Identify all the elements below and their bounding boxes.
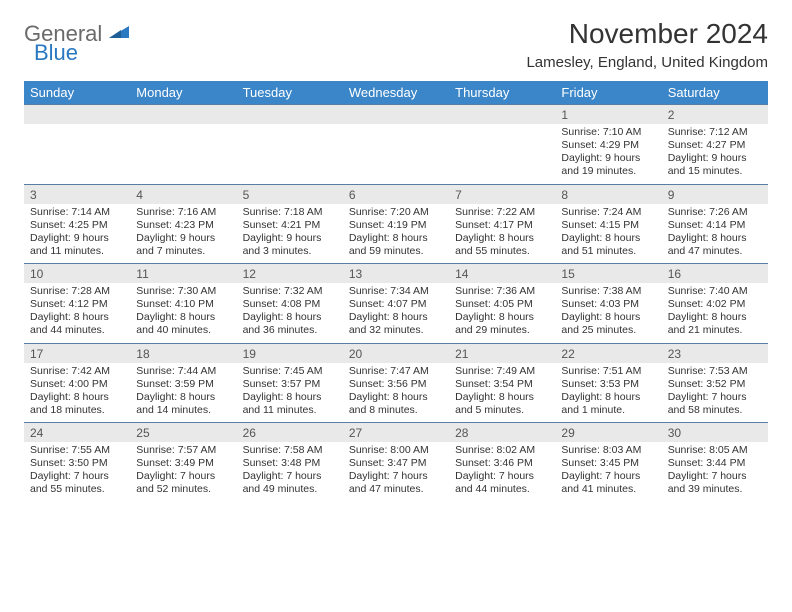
day-details-cell: Sunrise: 7:10 AMSunset: 4:29 PMDaylight:… xyxy=(555,124,661,184)
day-number-cell xyxy=(24,105,130,125)
day-details-cell: Sunrise: 7:32 AMSunset: 4:08 PMDaylight:… xyxy=(237,283,343,343)
day-details-cell xyxy=(343,124,449,184)
weekday-header: Thursday xyxy=(449,81,555,105)
day-details-cell: Sunrise: 8:05 AMSunset: 3:44 PMDaylight:… xyxy=(662,442,768,502)
day-number-row: 24252627282930 xyxy=(24,423,768,443)
day-details-cell: Sunrise: 8:02 AMSunset: 3:46 PMDaylight:… xyxy=(449,442,555,502)
day-details-row: Sunrise: 7:55 AMSunset: 3:50 PMDaylight:… xyxy=(24,442,768,502)
brand-logo: General Blue xyxy=(24,24,131,64)
day-number-cell: 4 xyxy=(130,184,236,204)
day-details-row: Sunrise: 7:28 AMSunset: 4:12 PMDaylight:… xyxy=(24,283,768,343)
weekday-header: Monday xyxy=(130,81,236,105)
day-details-cell: Sunrise: 7:20 AMSunset: 4:19 PMDaylight:… xyxy=(343,204,449,264)
day-number-cell: 19 xyxy=(237,343,343,363)
day-number-cell: 24 xyxy=(24,423,130,443)
day-details-cell: Sunrise: 7:14 AMSunset: 4:25 PMDaylight:… xyxy=(24,204,130,264)
day-details-cell: Sunrise: 7:45 AMSunset: 3:57 PMDaylight:… xyxy=(237,363,343,423)
day-details-cell: Sunrise: 7:22 AMSunset: 4:17 PMDaylight:… xyxy=(449,204,555,264)
day-number-cell: 30 xyxy=(662,423,768,443)
day-number-row: 12 xyxy=(24,105,768,125)
day-number-cell: 1 xyxy=(555,105,661,125)
day-number-row: 3456789 xyxy=(24,184,768,204)
day-number-cell xyxy=(343,105,449,125)
day-number-row: 17181920212223 xyxy=(24,343,768,363)
day-details-cell xyxy=(24,124,130,184)
day-details-cell: Sunrise: 7:55 AMSunset: 3:50 PMDaylight:… xyxy=(24,442,130,502)
day-details-cell: Sunrise: 7:26 AMSunset: 4:14 PMDaylight:… xyxy=(662,204,768,264)
day-number-cell: 11 xyxy=(130,264,236,284)
day-number-cell: 13 xyxy=(343,264,449,284)
location-text: Lamesley, England, United Kingdom xyxy=(526,54,768,71)
day-number-cell: 16 xyxy=(662,264,768,284)
day-details-cell: Sunrise: 7:40 AMSunset: 4:02 PMDaylight:… xyxy=(662,283,768,343)
day-number-cell: 7 xyxy=(449,184,555,204)
day-number-cell: 26 xyxy=(237,423,343,443)
day-number-cell: 10 xyxy=(24,264,130,284)
day-number-cell: 3 xyxy=(24,184,130,204)
day-number-row: 10111213141516 xyxy=(24,264,768,284)
calendar-body: 12Sunrise: 7:10 AMSunset: 4:29 PMDayligh… xyxy=(24,105,768,503)
day-number-cell: 2 xyxy=(662,105,768,125)
brand-text: General Blue xyxy=(24,24,131,64)
day-details-cell: Sunrise: 7:53 AMSunset: 3:52 PMDaylight:… xyxy=(662,363,768,423)
day-details-cell: Sunrise: 7:38 AMSunset: 4:03 PMDaylight:… xyxy=(555,283,661,343)
day-details-cell xyxy=(237,124,343,184)
day-details-cell xyxy=(449,124,555,184)
brand-triangle-icon xyxy=(109,24,131,43)
weekday-header: Friday xyxy=(555,81,661,105)
day-details-cell: Sunrise: 7:57 AMSunset: 3:49 PMDaylight:… xyxy=(130,442,236,502)
day-number-cell: 17 xyxy=(24,343,130,363)
header: General Blue November 2024 Lamesley, Eng… xyxy=(24,18,768,71)
day-details-cell: Sunrise: 7:47 AMSunset: 3:56 PMDaylight:… xyxy=(343,363,449,423)
day-number-cell: 21 xyxy=(449,343,555,363)
weekday-header: Sunday xyxy=(24,81,130,105)
day-details-row: Sunrise: 7:42 AMSunset: 4:00 PMDaylight:… xyxy=(24,363,768,423)
day-number-cell: 12 xyxy=(237,264,343,284)
day-details-row: Sunrise: 7:14 AMSunset: 4:25 PMDaylight:… xyxy=(24,204,768,264)
calendar-table: SundayMondayTuesdayWednesdayThursdayFrid… xyxy=(24,81,768,502)
day-details-cell: Sunrise: 8:00 AMSunset: 3:47 PMDaylight:… xyxy=(343,442,449,502)
weekday-header: Saturday xyxy=(662,81,768,105)
title-block: November 2024 Lamesley, England, United … xyxy=(526,18,768,71)
day-number-cell xyxy=(237,105,343,125)
day-details-cell: Sunrise: 7:49 AMSunset: 3:54 PMDaylight:… xyxy=(449,363,555,423)
day-number-cell: 6 xyxy=(343,184,449,204)
day-details-row: Sunrise: 7:10 AMSunset: 4:29 PMDaylight:… xyxy=(24,124,768,184)
day-number-cell xyxy=(130,105,236,125)
day-number-cell: 23 xyxy=(662,343,768,363)
day-details-cell: Sunrise: 7:58 AMSunset: 3:48 PMDaylight:… xyxy=(237,442,343,502)
day-number-cell: 29 xyxy=(555,423,661,443)
day-number-cell: 18 xyxy=(130,343,236,363)
day-details-cell: Sunrise: 7:44 AMSunset: 3:59 PMDaylight:… xyxy=(130,363,236,423)
day-details-cell: Sunrise: 7:36 AMSunset: 4:05 PMDaylight:… xyxy=(449,283,555,343)
day-details-cell: Sunrise: 8:03 AMSunset: 3:45 PMDaylight:… xyxy=(555,442,661,502)
day-details-cell: Sunrise: 7:24 AMSunset: 4:15 PMDaylight:… xyxy=(555,204,661,264)
day-number-cell: 15 xyxy=(555,264,661,284)
day-details-cell: Sunrise: 7:16 AMSunset: 4:23 PMDaylight:… xyxy=(130,204,236,264)
brand-word-2: Blue xyxy=(34,43,131,64)
day-details-cell xyxy=(130,124,236,184)
day-details-cell: Sunrise: 7:42 AMSunset: 4:00 PMDaylight:… xyxy=(24,363,130,423)
day-details-cell: Sunrise: 7:34 AMSunset: 4:07 PMDaylight:… xyxy=(343,283,449,343)
weekday-header: Wednesday xyxy=(343,81,449,105)
weekday-header: Tuesday xyxy=(237,81,343,105)
day-details-cell: Sunrise: 7:12 AMSunset: 4:27 PMDaylight:… xyxy=(662,124,768,184)
day-number-cell: 25 xyxy=(130,423,236,443)
day-details-cell: Sunrise: 7:30 AMSunset: 4:10 PMDaylight:… xyxy=(130,283,236,343)
day-number-cell: 28 xyxy=(449,423,555,443)
day-number-cell: 5 xyxy=(237,184,343,204)
day-number-cell: 14 xyxy=(449,264,555,284)
day-number-cell: 20 xyxy=(343,343,449,363)
day-details-cell: Sunrise: 7:18 AMSunset: 4:21 PMDaylight:… xyxy=(237,204,343,264)
day-number-cell: 9 xyxy=(662,184,768,204)
day-number-cell: 27 xyxy=(343,423,449,443)
calendar-page: General Blue November 2024 Lamesley, Eng… xyxy=(0,0,792,512)
day-number-cell: 8 xyxy=(555,184,661,204)
day-details-cell: Sunrise: 7:51 AMSunset: 3:53 PMDaylight:… xyxy=(555,363,661,423)
month-title: November 2024 xyxy=(526,18,768,50)
weekday-header-row: SundayMondayTuesdayWednesdayThursdayFrid… xyxy=(24,81,768,105)
day-details-cell: Sunrise: 7:28 AMSunset: 4:12 PMDaylight:… xyxy=(24,283,130,343)
day-number-cell: 22 xyxy=(555,343,661,363)
day-number-cell xyxy=(449,105,555,125)
